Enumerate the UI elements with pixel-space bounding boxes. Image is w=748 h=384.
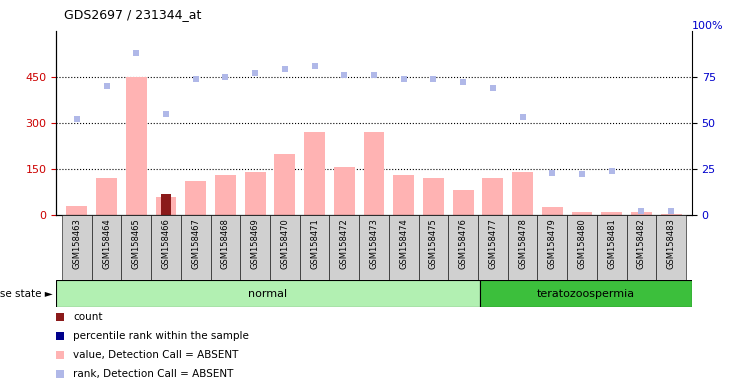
Bar	[245, 172, 266, 215]
Bar	[211, 215, 240, 280]
Point	[606, 168, 618, 174]
Text: rank, Detection Call = ABSENT: rank, Detection Call = ABSENT	[73, 369, 233, 379]
Bar	[627, 215, 656, 280]
Point	[576, 171, 588, 177]
Point	[635, 208, 647, 214]
Bar	[329, 215, 359, 280]
Bar	[423, 178, 444, 215]
Point	[275, 81, 287, 87]
Bar	[660, 214, 681, 215]
Text: GSM158471: GSM158471	[310, 218, 319, 269]
Bar	[542, 207, 562, 215]
Bar	[567, 215, 597, 280]
Bar	[181, 215, 211, 280]
Text: GSM158483: GSM158483	[666, 218, 675, 269]
Bar	[480, 280, 692, 307]
Bar	[389, 215, 419, 280]
Bar	[448, 215, 478, 280]
Text: GSM158465: GSM158465	[132, 218, 141, 269]
Point	[279, 66, 291, 73]
Point	[219, 74, 231, 80]
Bar	[151, 215, 181, 280]
Bar	[419, 215, 448, 280]
Bar	[92, 215, 121, 280]
Text: GSM158474: GSM158474	[399, 218, 408, 269]
Point	[427, 76, 439, 82]
Text: GSM158479: GSM158479	[548, 218, 557, 269]
Point	[338, 72, 350, 78]
Point	[546, 170, 558, 176]
Text: GSM158468: GSM158468	[221, 218, 230, 269]
Text: GSM158470: GSM158470	[280, 218, 289, 269]
Bar	[359, 215, 389, 280]
Point	[190, 76, 202, 82]
Bar	[186, 181, 206, 215]
Bar	[478, 215, 508, 280]
Bar	[304, 132, 325, 215]
Bar	[56, 280, 480, 307]
Text: GSM158463: GSM158463	[73, 218, 82, 269]
Point	[517, 114, 529, 121]
Point	[665, 208, 677, 214]
Bar	[300, 215, 329, 280]
Bar	[393, 175, 414, 215]
Text: GSM158464: GSM158464	[102, 218, 111, 269]
Text: GSM158469: GSM158469	[251, 218, 260, 269]
Point	[487, 85, 499, 91]
Bar	[67, 206, 88, 215]
Text: GSM158467: GSM158467	[191, 218, 200, 269]
Bar	[656, 215, 686, 280]
Bar	[571, 212, 592, 215]
Text: GSM158477: GSM158477	[488, 218, 497, 269]
Text: GSM158481: GSM158481	[607, 218, 616, 269]
Text: GDS2697 / 231344_at: GDS2697 / 231344_at	[64, 8, 201, 21]
Bar	[156, 197, 177, 215]
Bar	[601, 212, 622, 215]
Bar	[162, 194, 171, 215]
Text: GSM158476: GSM158476	[459, 218, 468, 269]
Text: 100%: 100%	[692, 21, 723, 31]
Bar	[364, 132, 384, 215]
Point	[309, 63, 321, 69]
Point	[101, 83, 113, 89]
Text: GSM158473: GSM158473	[370, 218, 378, 269]
Point	[275, 255, 287, 262]
Point	[130, 50, 142, 56]
Point	[160, 111, 172, 117]
Text: disease state ►: disease state ►	[0, 289, 52, 299]
Bar	[62, 215, 92, 280]
Point	[457, 79, 469, 85]
Text: count: count	[73, 312, 102, 322]
Bar	[121, 215, 151, 280]
Text: percentile rank within the sample: percentile rank within the sample	[73, 331, 249, 341]
Bar	[215, 175, 236, 215]
Text: normal: normal	[248, 289, 287, 299]
Bar	[631, 212, 652, 215]
Text: teratozoospermia: teratozoospermia	[537, 289, 635, 299]
Point	[398, 76, 410, 82]
Point	[71, 116, 83, 122]
Bar	[96, 178, 117, 215]
Text: value, Detection Call = ABSENT: value, Detection Call = ABSENT	[73, 350, 239, 360]
Bar	[482, 178, 503, 215]
Bar	[597, 215, 627, 280]
Text: GSM158478: GSM158478	[518, 218, 527, 269]
Bar	[334, 167, 355, 215]
Bar	[453, 190, 473, 215]
Text: GSM158480: GSM158480	[577, 218, 586, 269]
Bar	[275, 154, 295, 215]
Text: GSM158466: GSM158466	[162, 218, 171, 269]
Bar	[240, 215, 270, 280]
Text: GSM158482: GSM158482	[637, 218, 646, 269]
Text: GSM158475: GSM158475	[429, 218, 438, 269]
Point	[249, 70, 261, 76]
Bar	[508, 215, 537, 280]
Bar	[537, 215, 567, 280]
Bar	[270, 215, 300, 280]
Text: GSM158472: GSM158472	[340, 218, 349, 269]
Bar	[512, 172, 533, 215]
Point	[368, 72, 380, 78]
Point	[160, 111, 172, 117]
Bar	[126, 77, 147, 215]
